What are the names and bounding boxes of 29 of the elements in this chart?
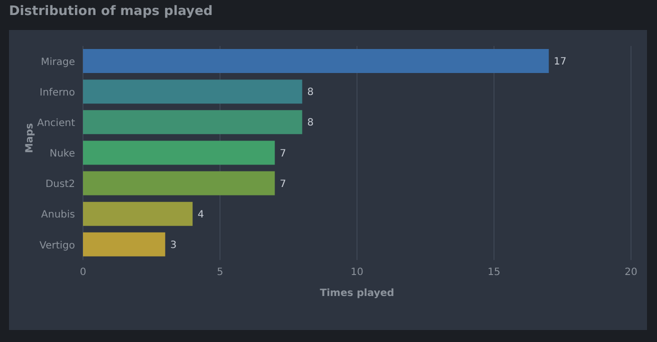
data-label: 7 (280, 148, 286, 160)
y-tick-label: Dust2 (45, 179, 75, 190)
x-tick-label: 0 (80, 267, 86, 278)
y-tick-label: Vertigo (40, 240, 75, 252)
y-tick-label: Nuke (50, 148, 75, 160)
y-axis-title: Maps (24, 123, 36, 153)
x-tick-label: 15 (488, 267, 500, 278)
y-tick-label: Ancient (37, 118, 76, 129)
x-tick-label: 10 (350, 267, 364, 278)
y-tick-label: Anubis (41, 210, 75, 221)
data-label: 17 (554, 56, 567, 68)
data-label: 4 (198, 209, 204, 220)
bar (83, 171, 275, 196)
bar (83, 49, 549, 73)
x-tick-label: 20 (624, 267, 638, 278)
data-label: 7 (280, 178, 286, 190)
bar (83, 232, 166, 256)
data-label: 8 (307, 118, 314, 129)
y-tick-label: Mirage (40, 56, 75, 68)
data-label: 3 (170, 240, 177, 251)
data-label: 8 (307, 87, 314, 98)
bar (83, 140, 275, 165)
x-tick-label: 5 (216, 267, 224, 278)
chart-title: Distribution of maps played (9, 4, 213, 19)
bar (83, 80, 302, 104)
bar (83, 110, 302, 134)
x-axis-title: Times played (320, 288, 394, 299)
y-tick-label: Inferno (40, 87, 75, 98)
bar (83, 202, 193, 226)
